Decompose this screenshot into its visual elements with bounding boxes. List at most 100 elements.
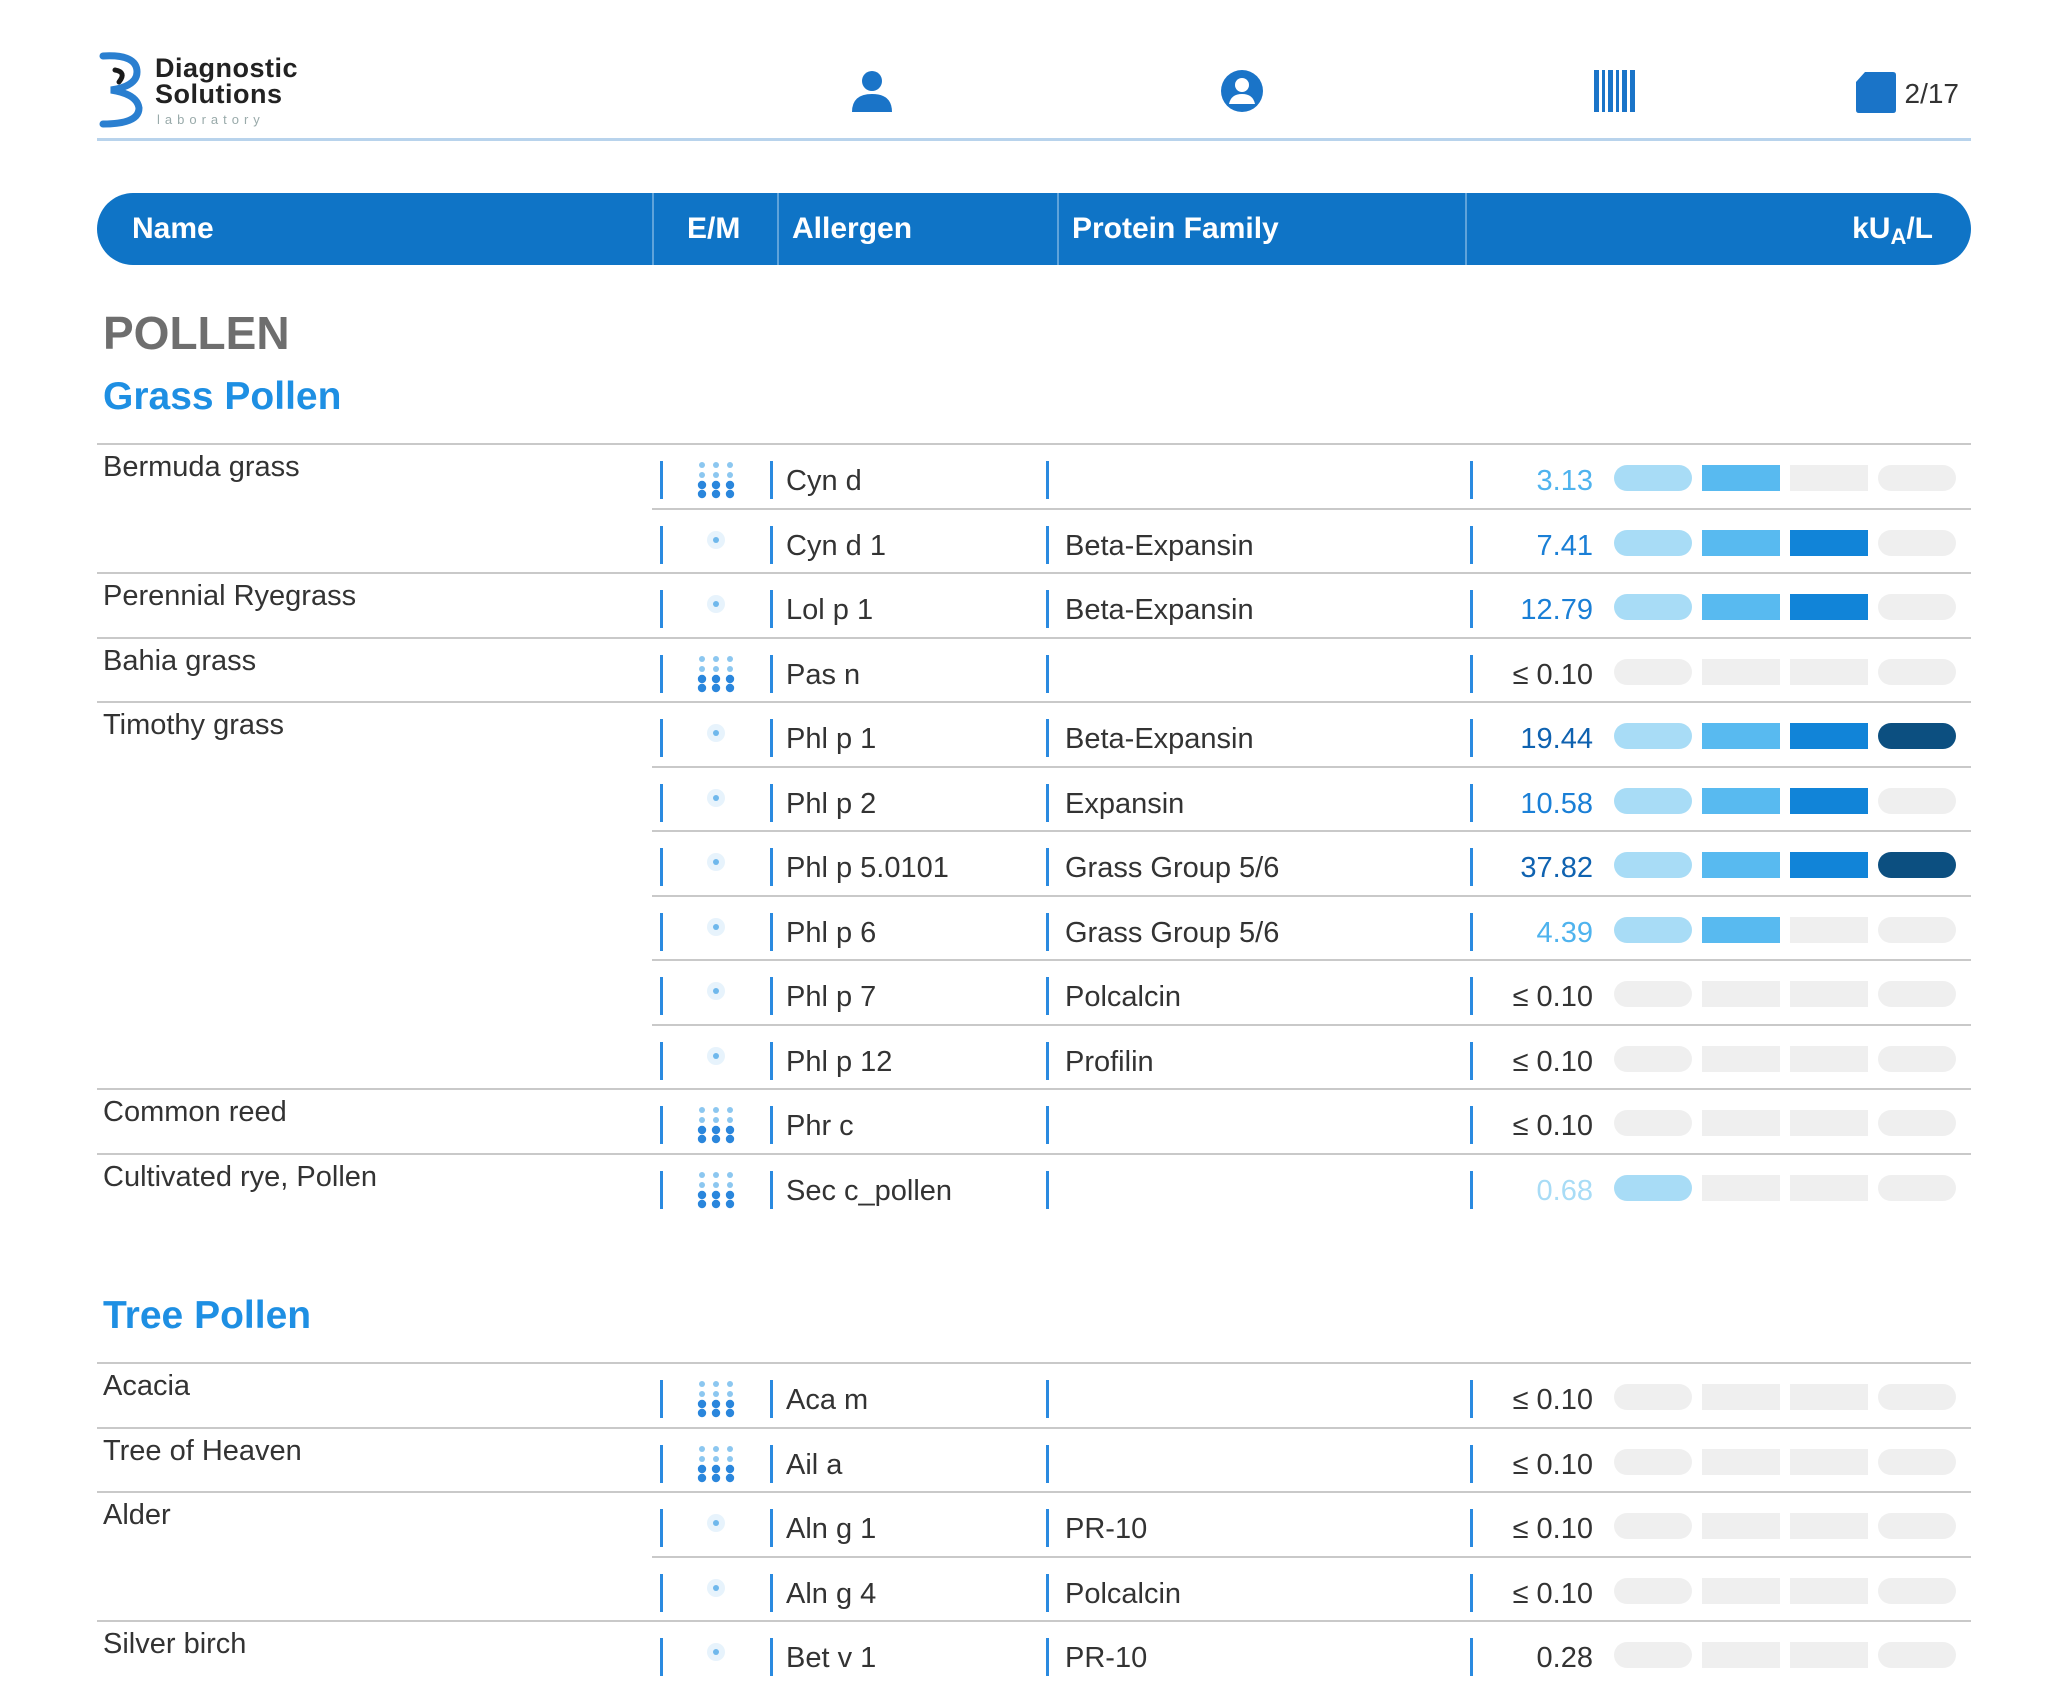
column-separator — [1057, 193, 1059, 265]
column-divider — [1046, 1380, 1049, 1418]
column-divider — [1470, 590, 1473, 628]
level-segment — [1878, 787, 1956, 814]
row-allergen: Bet v 1 — [786, 1642, 877, 1674]
row-name: Timothy grass — [103, 709, 285, 741]
row-divider — [652, 765, 1971, 768]
level-segment — [1878, 594, 1956, 620]
level-segment — [1878, 723, 1956, 749]
column-divider — [770, 848, 773, 886]
row-protein-family: Beta-Expansin — [1065, 723, 1254, 755]
unit-tail: /L — [1906, 212, 1933, 245]
table-row: Aln g 4 Polcalcin ≤ 0.10 — [0, 1555, 2048, 1620]
row-allergen: Phr c — [786, 1110, 854, 1142]
row-value: 37.82 — [1520, 852, 1593, 884]
level-segment — [1614, 852, 1692, 878]
row-allergen: Pas n — [786, 658, 861, 691]
level-indicator — [1614, 529, 1958, 556]
row-protein-family: Grass Group 5/6 — [1065, 916, 1280, 949]
column-divider — [1470, 1106, 1473, 1144]
row-value: ≤ 0.10 — [1512, 1577, 1593, 1610]
extract-icon — [697, 1381, 735, 1418]
molecule-icon — [707, 788, 725, 807]
row-value: 0.28 — [1536, 1642, 1593, 1674]
column-divider — [1470, 1638, 1473, 1676]
column-divider — [770, 1638, 773, 1676]
row-allergen: Phl p 1 — [786, 723, 877, 755]
row-value: 0.68 — [1536, 1174, 1593, 1207]
row-divider — [97, 443, 1971, 445]
level-indicator — [1614, 1384, 1958, 1410]
table-row: Common reed Phr c ≤ 0.10 — [0, 1088, 2048, 1152]
row-divider — [97, 1491, 1971, 1493]
column-header-protein-family: Protein Family — [1072, 212, 1279, 245]
column-divider — [770, 1170, 773, 1209]
row-divider — [652, 894, 1971, 897]
report-header: Diagnostic Solutions laboratory 2/17 — [97, 40, 1971, 144]
level-segment — [1790, 787, 1868, 814]
column-divider — [1470, 1444, 1473, 1483]
column-divider — [660, 1380, 663, 1418]
unit-main: kU — [1852, 212, 1891, 245]
table-row: Phl p 5.0101 Grass Group 5/6 37.82 — [0, 830, 2048, 894]
row-allergen: Phl p 2 — [786, 787, 877, 820]
column-divider — [770, 719, 773, 757]
row-value: 4.39 — [1536, 916, 1593, 949]
logo-text-line1: Diagnostic — [155, 53, 299, 83]
level-segment — [1790, 1642, 1868, 1668]
level-segment — [1702, 658, 1780, 685]
column-divider — [660, 783, 663, 822]
column-divider — [1046, 977, 1049, 1015]
level-segment — [1614, 594, 1692, 620]
column-divider — [1046, 1573, 1049, 1612]
column-divider — [1470, 719, 1473, 757]
level-indicator — [1614, 1642, 1958, 1668]
column-divider — [1470, 1573, 1473, 1612]
level-segment — [1878, 1448, 1956, 1475]
level-segment — [1790, 465, 1868, 491]
level-indicator — [1614, 787, 1958, 814]
row-divider — [652, 507, 1971, 510]
table-row: Silver birch Bet v 1 PR-10 0.28 — [0, 1620, 2048, 1684]
column-divider — [1470, 977, 1473, 1015]
level-segment — [1614, 658, 1692, 685]
extract-icon — [697, 1171, 735, 1208]
column-divider — [660, 590, 663, 628]
table-header: Name E/M Allergen Protein Family kUA/L — [97, 193, 1971, 265]
level-segment — [1702, 1642, 1780, 1668]
table-row: Acacia Aca m ≤ 0.10 — [0, 1362, 2048, 1426]
level-segment — [1790, 852, 1868, 878]
column-divider — [660, 1170, 663, 1209]
column-separator — [1465, 193, 1467, 265]
column-divider — [1046, 525, 1049, 564]
row-protein-family: PR-10 — [1065, 1642, 1148, 1674]
column-divider — [1046, 590, 1049, 628]
level-segment — [1878, 1642, 1956, 1668]
column-divider — [660, 912, 663, 951]
column-divider — [1046, 1638, 1049, 1676]
row-allergen: Aln g 1 — [786, 1513, 877, 1545]
level-segment — [1702, 1448, 1780, 1475]
column-divider — [1470, 1041, 1473, 1080]
level-segment — [1790, 658, 1868, 685]
molecule-icon — [707, 1643, 725, 1661]
row-value: ≤ 0.10 — [1512, 1110, 1593, 1142]
row-name: Common reed — [103, 1096, 287, 1128]
row-value: 12.79 — [1520, 594, 1593, 626]
row-name: Cultivated rye, Pollen — [103, 1160, 378, 1193]
column-divider — [1470, 461, 1473, 499]
level-indicator — [1614, 1448, 1958, 1475]
logo-text-line3: laboratory — [157, 112, 265, 127]
row-divider — [97, 1152, 1971, 1155]
column-separator — [777, 193, 779, 265]
column-divider — [770, 654, 773, 693]
level-indicator — [1614, 1045, 1958, 1072]
level-indicator — [1614, 1174, 1958, 1201]
column-divider — [660, 977, 663, 1015]
row-allergen: Sec c_pollen — [786, 1174, 953, 1207]
level-segment — [1702, 1384, 1780, 1410]
molecule-icon — [707, 853, 725, 871]
row-allergen: Cyn d 1 — [786, 529, 886, 562]
unit-sub: A — [1890, 224, 1907, 249]
molecule-icon — [707, 1514, 725, 1532]
column-divider — [770, 1573, 773, 1612]
